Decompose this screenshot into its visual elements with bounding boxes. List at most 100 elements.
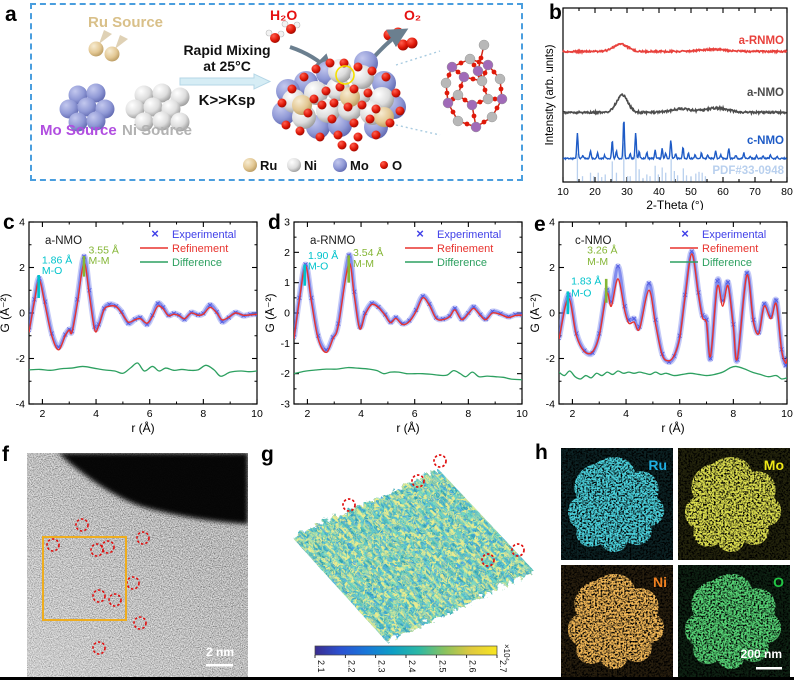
- colorbar-multiplier: ×10⁴: [502, 644, 511, 662]
- o-atom: [391, 88, 401, 98]
- panel-label-h: h: [535, 441, 548, 464]
- mo-atom: [86, 83, 106, 103]
- legend-ru-sphere: [243, 158, 257, 172]
- scale-bar: [756, 667, 782, 670]
- ni-atom: [134, 112, 154, 132]
- o-atom: [315, 132, 325, 142]
- single-atom-circle: [101, 540, 115, 554]
- experimental-marker: [784, 356, 787, 361]
- cluster-atom: [478, 39, 490, 51]
- legend-marker-experimental: ×: [416, 226, 424, 241]
- o-atom: [481, 119, 487, 125]
- single-atom-circle: [411, 474, 425, 488]
- legend-mo-label: Mo: [350, 158, 369, 173]
- experimental-marker: [689, 249, 695, 254]
- sample-label: a-RNMO: [310, 235, 355, 247]
- cluster-atom: [452, 115, 464, 127]
- single-atom-circle: [92, 641, 106, 655]
- y-axis-label: Intensity (arb. units): [545, 44, 556, 145]
- element-label-ru: Ru: [648, 457, 667, 473]
- single-atom-circle: [75, 518, 89, 532]
- panel-f-tem-image: 2 nm: [27, 453, 248, 679]
- annotation-label: M-M: [587, 256, 608, 268]
- o-atom: [353, 62, 363, 72]
- experimental-marker: [590, 350, 595, 356]
- xrd-curve-c-NMO: [562, 121, 788, 161]
- legend-label-refinement: Refinement: [172, 243, 228, 255]
- scale-bar-label: 2 nm: [206, 645, 234, 659]
- series-label-a-RNMO: a-RNMO: [739, 35, 784, 47]
- y-axis-label: G (Å⁻²): [265, 294, 277, 333]
- cluster-atom: [496, 93, 508, 105]
- single-atom-circle: [481, 553, 495, 567]
- o-atom: [270, 33, 280, 43]
- temperature-label: at 25°C: [203, 58, 251, 74]
- x-tick-label: 2: [304, 408, 310, 420]
- refinement-curve: [29, 262, 257, 351]
- dotted-connector: [395, 124, 441, 136]
- y-tick-label: -4: [16, 399, 25, 411]
- legend-marker-experimental: ×: [681, 226, 689, 241]
- experimental-marker: [646, 281, 652, 286]
- panel-a-schematic: Ru Ni Mo O Ru Source Rapid Mixing at 25°C K…: [30, 3, 523, 181]
- o-atom: [335, 82, 345, 92]
- experimental-marker: [160, 305, 166, 310]
- element-label-ni: Ni: [653, 574, 667, 590]
- annotation-label: 1.90 Å: [308, 249, 338, 262]
- o-atom: [333, 130, 343, 140]
- experimental-marker: [708, 356, 713, 361]
- panel-label-e: e: [534, 213, 546, 236]
- y-tick-label: 2: [549, 262, 555, 274]
- single-atom-circle: [133, 616, 147, 630]
- legend-marker-experimental: ×: [151, 226, 159, 241]
- annotation-label: 3.55 Å: [89, 243, 119, 256]
- experimental-marker: [783, 363, 787, 368]
- dotted-connector: [395, 50, 441, 66]
- surface: [290, 468, 533, 640]
- x-tick-label: 70: [749, 186, 761, 198]
- o-atom: [455, 69, 461, 75]
- legend-label-difference: Difference: [437, 257, 487, 269]
- x-axis-label: r (Å): [131, 420, 154, 435]
- scale-bar-label: 200 nm: [741, 647, 782, 661]
- annotation-label: M-O: [571, 288, 591, 300]
- x-tick-label: 6: [147, 408, 153, 420]
- o-atom: [458, 83, 464, 89]
- cluster-atom: [440, 77, 452, 89]
- o-atom: [329, 98, 339, 108]
- o-atom: [337, 140, 347, 150]
- y-axis-label: G (Å⁻²): [0, 294, 12, 333]
- element-label-o: O: [773, 574, 784, 590]
- mo-atom: [68, 112, 88, 132]
- single-atom-circle: [136, 531, 150, 545]
- o-atom: [482, 87, 488, 93]
- series-label-c-NMO: c-NMO: [747, 135, 784, 147]
- single-atom-circle: [342, 498, 356, 512]
- y-tick-label: 2: [284, 247, 290, 259]
- ni-atom: [143, 97, 163, 117]
- panel-label-f: f: [2, 443, 9, 466]
- legend-ni-sphere: [287, 158, 301, 172]
- experimental-marker: [744, 270, 750, 276]
- y-tick-label: -4: [546, 399, 555, 411]
- h-atom: [265, 29, 273, 37]
- y-tick-label: 4: [19, 217, 25, 229]
- o-atom: [494, 105, 500, 111]
- panel-g-surface-plot: 2.1 2.2 2.3 2.4 2.5 2.6 2.7×10⁴: [290, 454, 533, 673]
- ru-source-label: Ru Source: [88, 14, 164, 31]
- panel-c-pdf-chart: 2 4 6 8 10 -4 -2 0 2 4 r (Å) G (Å⁻²) a-NMO × Experimen…: [0, 217, 263, 436]
- ni-atom: [152, 111, 172, 131]
- legend-ru-label: Ru: [260, 158, 277, 173]
- panel-label-c: c: [3, 211, 15, 234]
- o-atom: [471, 113, 477, 119]
- experimental-marker: [631, 316, 637, 321]
- legend-label-experimental: Experimental: [437, 229, 501, 241]
- cluster-atom: [482, 59, 494, 71]
- x-tick-label: 80: [781, 186, 793, 198]
- panel-h-eds-maps: Ru Mo Ni O 200 nm: [561, 448, 790, 677]
- o-atom: [462, 97, 468, 103]
- refinement-curve: [294, 262, 522, 354]
- x-tick-label: 40: [653, 186, 665, 198]
- x-tick-label: 2: [39, 408, 45, 420]
- page-rule: [0, 677, 794, 680]
